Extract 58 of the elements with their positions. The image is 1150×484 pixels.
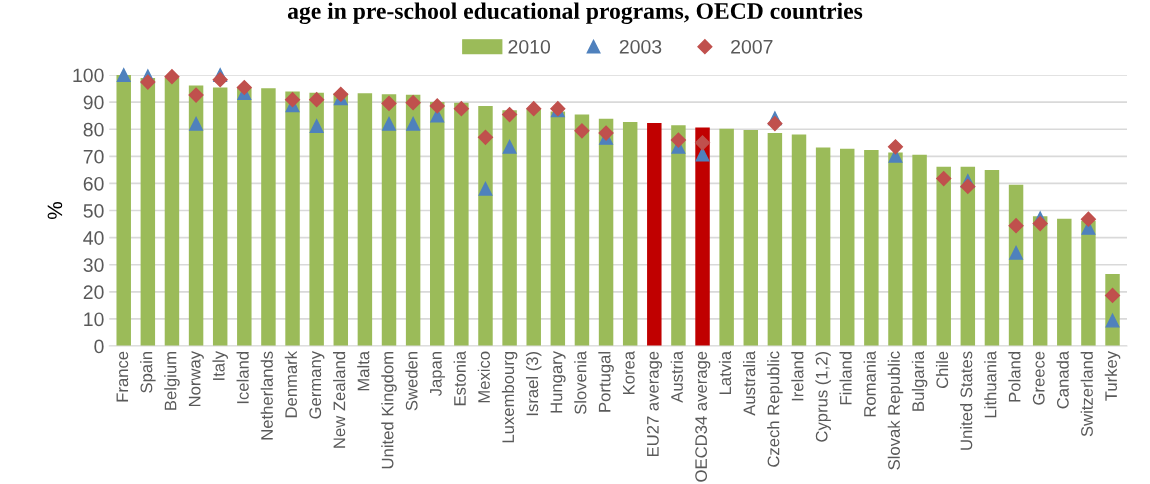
x-tick-label: Israel (3) [525, 351, 542, 416]
x-tick-label: Mexico [477, 351, 490, 403]
x-tick-label: Turkey [1104, 350, 1121, 401]
x-tick-label: Sweden [405, 352, 418, 411]
x-tick-label: Chile [935, 351, 949, 389]
x-tick-label: Estonia [453, 350, 466, 406]
y-tick-label: 80 [83, 122, 104, 137]
x-tick-label: Switzerland [1080, 351, 1093, 437]
y-axis-title: % [47, 202, 63, 220]
x-tick-label: Germany [309, 350, 325, 419]
x-tick-label: France [116, 351, 129, 402]
x-tick-label: Latvia [718, 350, 732, 395]
y-tick-label: 0 [94, 339, 104, 354]
x-tick-label: Ireland [791, 351, 804, 401]
x-tick-label: EU27 average [646, 351, 663, 457]
legend-label: 2003 [619, 39, 662, 54]
x-tick-label: Belgium [164, 352, 180, 410]
x-tick-label: OECD34 average [695, 351, 711, 482]
x-tick-label: Netherlands [260, 351, 273, 440]
x-tick-label: Italy [212, 350, 228, 380]
x-tick-label: United Kingdom [381, 352, 397, 469]
x-tick-label: Lithuania [984, 350, 997, 418]
x-tick-label: Austria [670, 350, 683, 403]
y-tick-label: 100 [73, 68, 104, 83]
x-tick-label: Denmark [284, 350, 298, 418]
legend-label: 2010 [508, 39, 551, 54]
x-tick-label: Malta [357, 350, 370, 391]
x-tick-label: Korea [623, 350, 635, 395]
x-tick-label: United States [960, 351, 973, 450]
x-tick-label: Cyprus (1,2) [815, 351, 831, 442]
x-tick-label: Finland [839, 351, 852, 405]
x-tick-label: Portugal [598, 352, 614, 412]
legend-label: 2007 [731, 39, 773, 54]
x-tick-label: Slovenia [574, 350, 587, 415]
x-tick-label: Canada [1056, 350, 1069, 409]
x-tick-label: Hungary [550, 350, 566, 413]
chart-title: age in pre-school educational programs, OECD countries [287, 2, 863, 25]
y-tick-label: 40 [83, 231, 104, 245]
x-tick-label: Slovak Republic [887, 351, 904, 470]
x-tick-label: Greece [1032, 351, 1045, 405]
x-tick-label: New Zealand [333, 351, 346, 448]
x-tick-label: Romania [863, 350, 876, 417]
x-tick-label: Australia [743, 350, 756, 416]
x-tick-label: Bulgaria [911, 350, 928, 411]
y-tick-label: 50 [83, 204, 104, 218]
y-tick-label: 20 [83, 285, 104, 300]
x-tick-label: Norway [188, 350, 204, 407]
x-tick-label: Luxembourg [501, 351, 518, 443]
y-tick-label: 70 [83, 149, 104, 164]
y-tick-label: 10 [84, 312, 104, 327]
x-tick-label: Iceland [236, 351, 249, 404]
y-tick-label: 90 [83, 95, 104, 110]
x-tick-label: Spain [140, 352, 156, 393]
x-tick-label: Czech Republic [767, 351, 783, 467]
x-tick-label: Japan [430, 352, 446, 397]
y-tick-label: 60 [83, 176, 104, 191]
x-tick-label: Poland [1008, 351, 1021, 402]
y-tick-label: 30 [83, 258, 104, 272]
